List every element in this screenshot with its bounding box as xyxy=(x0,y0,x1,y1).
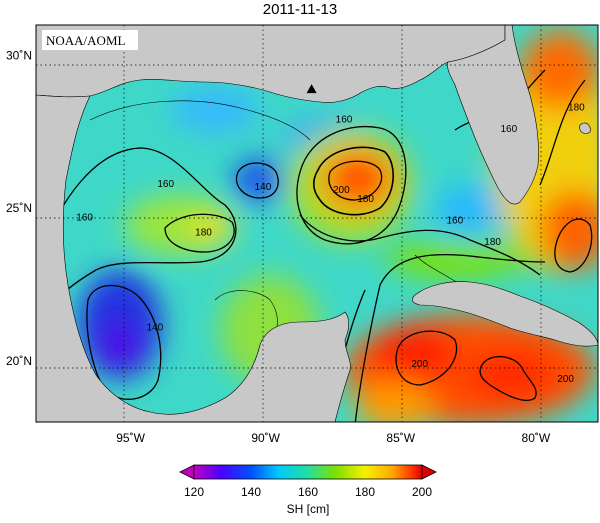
colorbar-tick-label: 160 xyxy=(298,485,318,499)
contour-160-eddy xyxy=(296,125,407,245)
contour-label: 160 xyxy=(76,212,93,223)
cuba-land xyxy=(411,281,598,347)
contour-label: 180 xyxy=(568,102,585,113)
contour-label: 200 xyxy=(411,359,428,370)
latitude-tick-label: 25˚N xyxy=(6,201,32,215)
longitude-tick-labels: 95˚W 90˚W 85˚W 80˚W xyxy=(116,431,551,445)
contour-label: 160 xyxy=(446,215,463,226)
latitude-tick-label: 30˚N xyxy=(6,49,32,63)
latitude-tick-labels: 30˚N 25˚N 20˚N xyxy=(6,49,32,368)
longitude-tick-label: 85˚W xyxy=(386,431,415,445)
contour-180-loop xyxy=(354,253,546,422)
triangle-marker-icon xyxy=(306,84,317,94)
contour-label: 160 xyxy=(336,115,353,126)
latitude-tick-label: 20˚N xyxy=(6,354,32,368)
contour-label: 140 xyxy=(255,182,272,193)
contour-180-west xyxy=(164,213,235,253)
map-title: 2011-11-13 xyxy=(262,1,338,18)
contour-160-loop xyxy=(299,214,541,276)
colorbar-tick-labels: 120 140 160 180 200 xyxy=(184,485,432,499)
credit-text: NOAA/AOML xyxy=(46,33,126,48)
mexico-land xyxy=(36,94,351,422)
land xyxy=(36,25,598,422)
contour-thin-1 xyxy=(89,100,311,141)
contour-label: 160 xyxy=(500,124,517,135)
contour-160-west xyxy=(39,147,237,311)
contour-label: 160 xyxy=(157,179,174,190)
longitude-tick-label: 95˚W xyxy=(116,431,145,445)
contour-label: 180 xyxy=(195,228,212,239)
contour-140-southwest xyxy=(86,285,162,400)
colorbar: 120 140 160 180 200 SH [cm] xyxy=(179,464,437,516)
contour-200-eddy xyxy=(328,160,383,201)
bahamas-land xyxy=(579,122,591,134)
contour-label: 140 xyxy=(147,322,164,333)
contour-labels: 160 160 180 140 160 200 180 160 180 160 180 140 200 2… xyxy=(76,102,585,385)
florida-land xyxy=(447,25,539,205)
colorbar-label: SH [cm] xyxy=(287,502,330,516)
longitude-tick-label: 90˚W xyxy=(251,431,280,445)
contour-lines xyxy=(39,69,593,422)
contour-label: 200 xyxy=(557,374,574,385)
contour-140-center xyxy=(235,162,279,199)
map-frame xyxy=(35,24,599,423)
longitude-tick-label: 80˚W xyxy=(522,431,551,445)
us-gulf-coast-land xyxy=(36,25,506,103)
colorbar-tick-label: 180 xyxy=(355,485,375,499)
contour-label: 200 xyxy=(333,185,350,196)
contour-180-atlantic xyxy=(539,79,586,186)
colorbar-gradient xyxy=(193,464,423,480)
colorbar-tick-label: 140 xyxy=(241,485,261,499)
contour-200-southeast xyxy=(479,356,537,401)
contour-label: 180 xyxy=(357,194,374,205)
colorbar-tick-label: 120 xyxy=(184,485,204,499)
map-area: 160 160 180 140 160 200 180 160 180 160 180 140 200 2… xyxy=(36,25,598,422)
colorbar-tick-label: 200 xyxy=(412,485,432,499)
credit-box xyxy=(42,30,138,50)
grid-lines xyxy=(36,25,598,422)
contour-180-eddy xyxy=(312,146,395,216)
contour-200-south xyxy=(395,330,458,386)
colorbar-high-arrow xyxy=(421,464,437,480)
colorbar-low-arrow xyxy=(179,464,195,480)
contour-200-east xyxy=(554,218,593,273)
contour-label: 180 xyxy=(484,237,501,248)
